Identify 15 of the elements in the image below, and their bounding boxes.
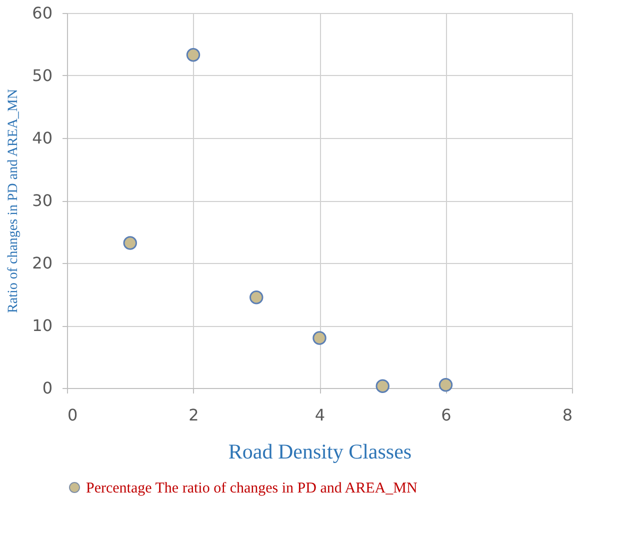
y-tick-label: 40 [32, 128, 52, 148]
legend-label: Percentage The ratio of changes in PD and AREA_MN [86, 480, 418, 496]
x-tick-label: 0 [68, 406, 78, 424]
y-tick-label: 60 [32, 4, 52, 22]
x-tick-label: 6 [441, 406, 452, 424]
y-tick-label: 10 [32, 316, 52, 335]
x-axis-title: Road Density Classes [228, 440, 412, 464]
y-tick-label: 0 [42, 378, 52, 398]
y-tick-label: 20 [32, 254, 52, 272]
y-axis-title: Ratio of changes in PD and AREA_MN [6, 89, 22, 313]
y-tick-label: 50 [32, 66, 52, 85]
x-tick-label: 8 [562, 406, 572, 424]
x-tick-label: 4 [314, 406, 326, 424]
x-tick-label: 2 [188, 406, 199, 424]
y-tick-label: 30 [32, 191, 52, 210]
